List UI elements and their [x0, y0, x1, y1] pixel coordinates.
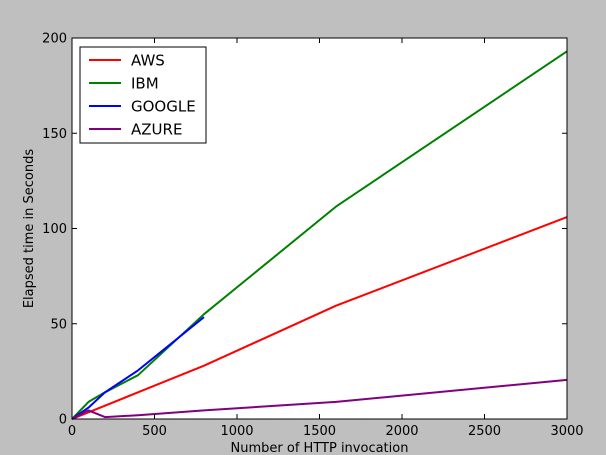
x-tick-label: 500: [142, 424, 167, 439]
y-tick-label: 100: [42, 222, 67, 237]
x-axis-label: Number of HTTP invocation: [231, 441, 409, 455]
x-tick-label: 2000: [385, 424, 418, 439]
axis-ticks: 0 500 1000 1500 2000 2500 3000 0 50 100 150 200: [42, 32, 583, 440]
legend-label-aws: AWS: [131, 52, 165, 70]
legend-label-azure: AZURE: [131, 121, 182, 139]
y-tick-label: 150: [42, 127, 67, 142]
series-line-google: [71, 316, 205, 420]
legend-label-ibm: IBM: [131, 75, 159, 93]
x-tick-label: 1000: [220, 424, 253, 439]
series-line-aws: [71, 216, 568, 420]
y-tick-label: 50: [50, 317, 67, 332]
legend: AWS IBM GOOGLE AZURE: [79, 46, 207, 144]
series-line-azure: [71, 378, 568, 420]
legend-box: [79, 46, 207, 144]
x-tick-label: 1500: [303, 424, 336, 439]
x-tick-label: 0: [68, 424, 76, 439]
y-tick-label: 200: [42, 32, 67, 47]
x-tick-label: 3000: [550, 424, 583, 439]
x-tick-label: 2500: [468, 424, 501, 439]
series-layer: [71, 50, 568, 420]
y-tick-label: 0: [59, 413, 67, 428]
series-line-ibm: [71, 50, 568, 420]
y-axis-label: Elapsed time in Seconds: [22, 149, 37, 309]
legend-label-google: GOOGLE: [131, 98, 196, 116]
